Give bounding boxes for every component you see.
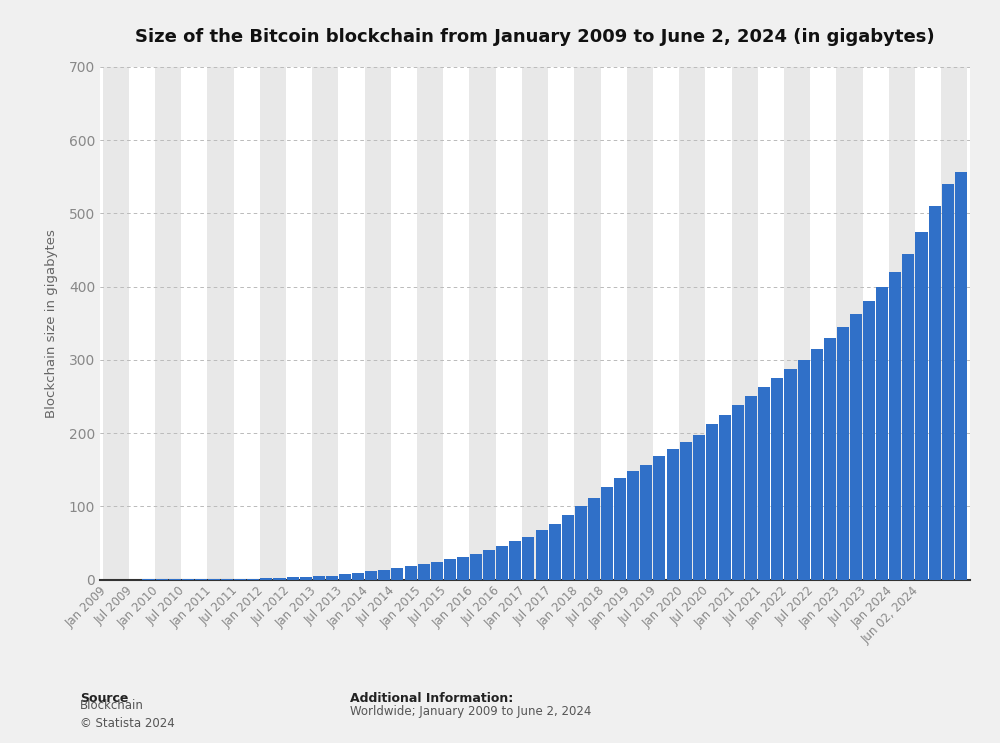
Bar (444, 559, 456, 580)
Bar (627, 471, 639, 580)
Bar (614, 478, 626, 580)
Text: Additional Information:: Additional Information: (350, 692, 513, 705)
Bar (417, 67, 443, 580)
Bar (509, 542, 521, 580)
Bar (876, 287, 888, 580)
Bar (902, 253, 914, 580)
Bar (562, 515, 574, 580)
Bar (273, 578, 286, 580)
Bar (326, 576, 338, 580)
Bar (247, 579, 259, 580)
Bar (365, 67, 391, 580)
Bar (483, 551, 495, 580)
Bar (391, 568, 403, 580)
Bar (536, 531, 548, 580)
Bar (758, 387, 770, 580)
Bar (313, 577, 325, 580)
Bar (640, 464, 652, 580)
Bar (811, 348, 823, 580)
Bar (549, 524, 561, 580)
Bar (798, 360, 810, 580)
Bar (771, 378, 783, 580)
Bar (889, 272, 901, 580)
Bar (260, 67, 286, 580)
Bar (889, 67, 915, 580)
Bar (784, 369, 797, 580)
Bar (287, 577, 299, 580)
Bar (496, 546, 508, 580)
Bar (404, 566, 417, 580)
Bar (824, 338, 836, 580)
Bar (863, 301, 875, 580)
Bar (706, 424, 718, 580)
Bar (103, 67, 129, 580)
Bar (679, 67, 705, 580)
Bar (850, 314, 862, 580)
Bar (352, 573, 364, 580)
Bar (260, 578, 272, 580)
Bar (378, 570, 390, 580)
Bar (942, 184, 954, 580)
Bar (339, 574, 351, 580)
Y-axis label: Blockchain size in gigabytes: Blockchain size in gigabytes (45, 229, 58, 418)
Text: Blockchain
© Statista 2024: Blockchain © Statista 2024 (80, 698, 175, 730)
Bar (837, 327, 849, 580)
Bar (522, 67, 548, 580)
Bar (732, 67, 758, 580)
Bar (418, 564, 430, 580)
Bar (588, 498, 600, 580)
Bar (653, 456, 665, 580)
Bar (955, 172, 967, 580)
Title: Size of the Bitcoin blockchain from January 2009 to June 2, 2024 (in gigabytes): Size of the Bitcoin blockchain from Janu… (135, 28, 935, 46)
Bar (941, 67, 967, 580)
Text: Worldwide; January 2009 to June 2, 2024: Worldwide; January 2009 to June 2, 2024 (350, 705, 591, 718)
Bar (836, 67, 863, 580)
Text: Source: Source (80, 692, 128, 705)
Bar (155, 67, 181, 580)
Bar (627, 67, 653, 580)
Bar (470, 554, 482, 580)
Bar (732, 405, 744, 580)
Bar (300, 577, 312, 580)
Bar (574, 67, 601, 580)
Bar (601, 487, 613, 580)
Bar (915, 232, 928, 580)
Bar (457, 557, 469, 580)
Bar (522, 537, 534, 580)
Bar (365, 571, 377, 580)
Bar (667, 450, 679, 580)
Bar (207, 67, 234, 580)
Bar (469, 67, 496, 580)
Bar (575, 506, 587, 580)
Bar (929, 206, 941, 580)
Bar (745, 397, 757, 580)
Bar (719, 415, 731, 580)
Bar (312, 67, 338, 580)
Bar (693, 435, 705, 580)
Bar (680, 442, 692, 580)
Bar (431, 562, 443, 580)
Bar (784, 67, 810, 580)
